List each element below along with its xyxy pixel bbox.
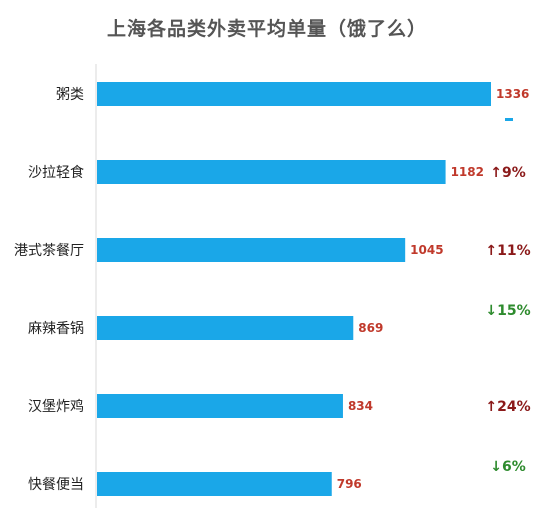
category-tick-label: 汉堡炸鸡 xyxy=(28,398,84,415)
bar xyxy=(97,394,343,418)
change-data-label: ↑9% xyxy=(490,165,526,181)
category-tick-label: 粥类 xyxy=(56,86,84,103)
bar xyxy=(97,160,446,184)
bar xyxy=(97,316,354,340)
value-data-label: 1182 xyxy=(451,165,484,179)
bar xyxy=(97,238,406,262)
value-data-label: 869 xyxy=(358,321,383,335)
bar xyxy=(97,82,491,106)
no-change-marker: - xyxy=(505,118,513,121)
category-tick-label: 港式茶餐厅 xyxy=(14,243,84,259)
value-data-label: 834 xyxy=(348,399,373,413)
bar xyxy=(97,472,332,496)
value-data-label: 796 xyxy=(337,477,362,491)
category-tick-label: 麻辣香锅 xyxy=(28,321,84,337)
change-data-label: ↑11% xyxy=(485,243,530,259)
category-tick-label: 快餐便当 xyxy=(28,477,84,493)
change-data-label: ↓6% xyxy=(490,459,526,475)
category-tick-label: 沙拉轻食 xyxy=(28,164,84,181)
value-data-label: 1336 xyxy=(496,87,529,101)
value-data-label: 1045 xyxy=(410,243,443,257)
change-data-label: ↑24% xyxy=(485,399,530,415)
chart-title: 上海各品类外卖平均单量（饿了么） xyxy=(106,18,427,40)
change-data-label: ↓15% xyxy=(485,303,530,319)
